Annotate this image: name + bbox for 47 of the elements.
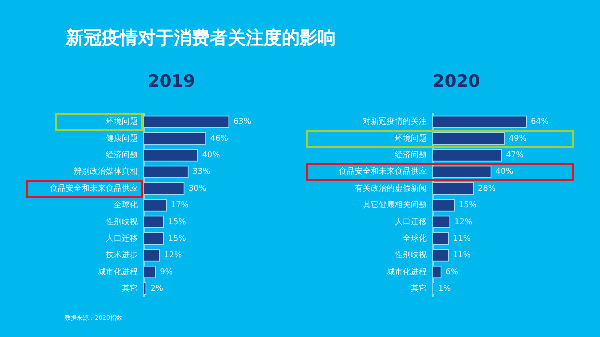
data-label: 11% [453, 250, 472, 260]
y-tick-label: 全球化 [114, 200, 138, 210]
y-tick-label: 全球化 [403, 234, 427, 243]
y-tick-label: 有关政治的虚假新闻 [355, 184, 427, 193]
data-label: 6% [446, 267, 459, 276]
data-label: 49% [509, 134, 528, 143]
data-label: 40% [202, 150, 221, 160]
chart-title: 新冠疫情对于消费者关注度的影响 [66, 27, 336, 50]
data-label: 12% [164, 250, 182, 260]
y-tick-label: 性别歧视 [394, 250, 427, 260]
data-label: 2% [150, 284, 164, 293]
data-label: 15% [459, 200, 478, 210]
y-tick-label: 经济问题 [395, 150, 427, 160]
y-tick-label: 经济问题 [106, 150, 138, 160]
data-label: 1% [438, 284, 452, 293]
data-label: 17% [171, 200, 190, 210]
data-label: 15% [168, 234, 187, 243]
data-label: 63% [234, 117, 252, 126]
data-label: 33% [192, 167, 212, 176]
data-label: 30% [188, 184, 207, 193]
y-tick-label: 环境问题 [395, 134, 427, 143]
chart-subtitle: 2019 [148, 72, 196, 92]
y-tick-label: 性别歧视 [105, 217, 138, 226]
y-tick-label: 对新冠疫情的关注 [363, 117, 427, 126]
y-tick-label: 城市化进程 [97, 267, 138, 276]
y-tick-label: 人口迁移 [106, 234, 138, 243]
y-tick-label: 辨别政治媒体真相 [74, 167, 138, 176]
data-label: 11% [453, 234, 472, 243]
y-tick-label: 其它 [411, 284, 427, 293]
data-label: 9% [160, 267, 174, 276]
data-label: 15% [168, 217, 187, 226]
chart-subtitle: 2020 [433, 72, 480, 92]
y-tick-label: 城市化进程 [386, 267, 427, 276]
data-label: 64% [531, 117, 550, 126]
data-label: 47% [506, 150, 524, 160]
y-tick-label: 健康问题 [106, 134, 138, 143]
data-label: 46% [210, 134, 229, 143]
data-label: 12% [454, 217, 473, 226]
y-tick-label: 其它健康相关问题 [363, 200, 427, 210]
y-tick-label: 人口迁移 [395, 217, 427, 226]
data-label: 28% [478, 184, 496, 193]
y-tick-label: 环境问题 [106, 117, 138, 126]
y-tick-label: 食品安全和未来食品供应 [50, 184, 138, 193]
y-tick-label: 其它 [122, 284, 138, 293]
y-tick-label: 食品安全和未来食品供应 [339, 167, 427, 176]
y-tick-label: 技术进步 [105, 250, 138, 260]
data-label: 40% [496, 167, 514, 176]
